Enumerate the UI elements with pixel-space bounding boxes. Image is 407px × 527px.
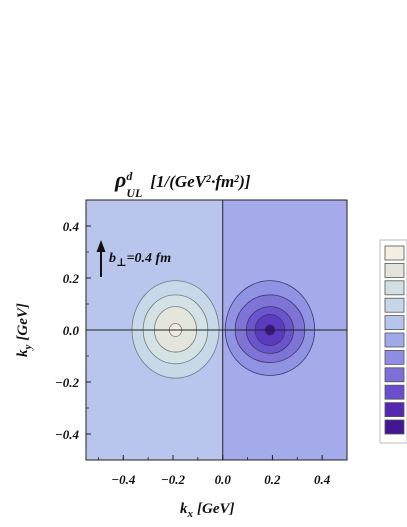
b-perp-annotation: b⊥=0.4 fm <box>109 251 171 269</box>
x-tick-label: 0.2 <box>264 472 281 487</box>
y-tick-label: 0.4 <box>63 219 80 234</box>
y-tick-label: 0.2 <box>63 271 80 286</box>
y-axis-label: ky[GeV] <box>15 303 34 357</box>
colorbar-swatch <box>384 280 405 296</box>
colorbar-swatch <box>384 315 405 331</box>
colorbar-swatch <box>384 367 405 383</box>
x-ticks: −0.4 −0.2 0.0 0.2 0.4 <box>98 455 348 487</box>
x-axis-label: kx [GeV] <box>180 501 235 520</box>
colorbar-swatch <box>384 332 405 348</box>
colorbar-swatch <box>384 245 405 261</box>
y-tick-label: −0.4 <box>55 427 80 442</box>
colorbar <box>384 245 405 435</box>
x-tick-label: −0.2 <box>161 472 186 487</box>
b-perp-arrow <box>96 240 106 277</box>
y-tick-label: 0.0 <box>63 323 80 338</box>
colorbar-swatch <box>384 262 405 278</box>
y-ticks: 0.4 0.2 0.0 −0.2 −0.4 <box>55 199 91 461</box>
colorbar-swatch <box>384 419 405 435</box>
y-tick-label: −0.2 <box>55 375 80 390</box>
zero-axes <box>86 200 347 460</box>
colorbar-swatch <box>384 297 405 313</box>
colorbar-swatch <box>384 384 405 400</box>
x-tick-label: 0.0 <box>215 472 232 487</box>
x-tick-label: 0.4 <box>314 472 331 487</box>
chart-title: ρd UL[1/(GeV2·fm2)] <box>114 167 251 200</box>
x-tick-label: −0.4 <box>111 472 136 487</box>
colorbar-swatch <box>384 349 405 365</box>
colorbar-swatch <box>384 402 405 418</box>
